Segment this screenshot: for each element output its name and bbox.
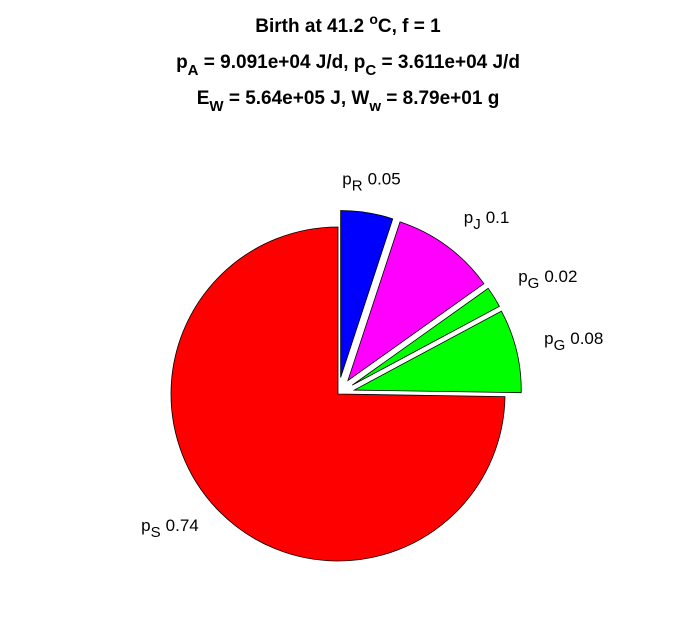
- pie-slice: [340, 210, 394, 378]
- title-part: C, f = 1: [378, 16, 441, 37]
- label-sub: G: [554, 337, 566, 354]
- label-name: p: [141, 516, 150, 535]
- slice-label: pG 0.08: [544, 329, 603, 354]
- slice-label: pR 0.05: [342, 170, 400, 195]
- pie-slice: [347, 221, 485, 382]
- label-name: p: [342, 170, 351, 189]
- label-sub: S: [151, 524, 161, 541]
- label-value: 0.02: [544, 267, 577, 286]
- label-sub: G: [528, 275, 540, 292]
- label-value: 0.74: [166, 516, 199, 535]
- slice-label: pS 0.74: [141, 516, 199, 541]
- title-part: A: [188, 62, 199, 79]
- title-part: p: [176, 52, 188, 73]
- title-part: = 9.091e+04 J/d, p: [199, 52, 366, 73]
- label-sub: R: [352, 178, 363, 195]
- slice-label: pJ 0.1: [464, 208, 510, 233]
- label-sub: J: [473, 216, 481, 233]
- chart-title: pA = 9.091e+04 J/d, pC = 3.611e+04 J/d: [176, 52, 520, 79]
- slice-label: pG 0.02: [518, 267, 577, 292]
- pie-slice: [170, 226, 506, 562]
- chart-title: EW = 5.64e+05 J, Ww = 8.79e+01 g: [197, 88, 500, 115]
- label-name: p: [464, 208, 473, 227]
- title-part: w: [368, 98, 381, 115]
- chart-title: Birth at 41.2 oC, f = 1: [255, 11, 441, 37]
- label-name: p: [518, 267, 527, 286]
- title-part: Birth at 41.2: [255, 16, 369, 37]
- title-part: W: [209, 98, 224, 115]
- label-value: 0.05: [368, 170, 401, 189]
- title-part: o: [369, 11, 378, 27]
- title-part: = 5.64e+05 J, W: [224, 88, 370, 109]
- label-name: p: [544, 329, 553, 348]
- pie-slice: [352, 310, 522, 394]
- pie-slice: [351, 287, 500, 386]
- title-part: = 8.79e+01 g: [381, 88, 499, 109]
- title-part: = 3.611e+04 J/d: [376, 52, 520, 73]
- title-part: E: [197, 88, 210, 109]
- label-value: 0.1: [486, 208, 510, 227]
- title-part: C: [365, 62, 376, 79]
- label-value: 0.08: [570, 329, 603, 348]
